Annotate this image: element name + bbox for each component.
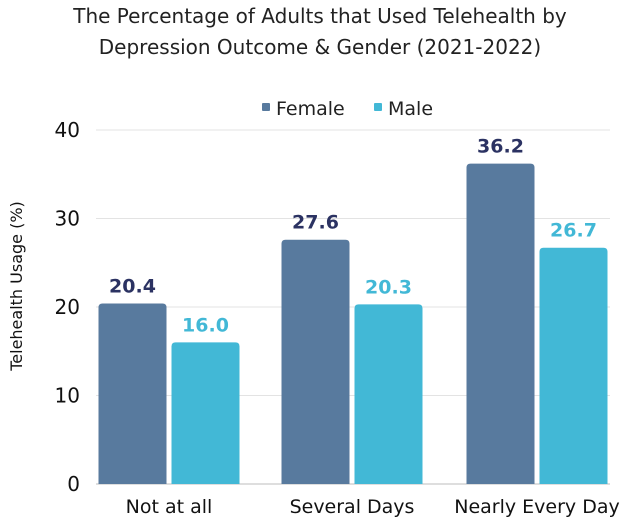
legend-label-male: Male <box>388 98 433 120</box>
legend: Female Male <box>262 98 433 120</box>
x-category-label: Not at all <box>126 496 213 518</box>
bar-male-2 <box>354 304 423 484</box>
legend-swatch-female <box>262 103 270 111</box>
data-label-male-2: 20.3 <box>365 276 412 298</box>
data-labels: 20.4 16.0 27.6 20.3 36.2 26.7 <box>109 136 597 337</box>
data-label-male-3: 26.7 <box>550 220 597 242</box>
legend-label-female: Female <box>276 98 345 120</box>
data-label-female-2: 27.6 <box>292 212 339 234</box>
chart-title-line-2: Depression Outcome & Gender (2021-2022) <box>99 35 541 59</box>
x-axis-categories: Not at all Several Days Nearly Every Day <box>126 496 620 518</box>
data-label-male-1: 16.0 <box>182 314 229 336</box>
bar-female-3 <box>466 163 535 484</box>
bar-male-1 <box>171 342 240 484</box>
y-tick-label: 10 <box>55 384 80 408</box>
bar-female-1 <box>98 303 167 484</box>
chart-title: The Percentage of Adults that Used Teleh… <box>72 4 567 59</box>
y-tick-label: 20 <box>55 295 80 319</box>
data-label-female-1: 20.4 <box>109 275 156 297</box>
bar-male-3 <box>539 247 608 484</box>
y-tick-label: 0 <box>67 472 80 496</box>
y-axis-ticks: 0 10 20 30 40 <box>55 118 80 496</box>
x-category-label: Nearly Every Day <box>454 496 619 518</box>
chart-title-line-1: The Percentage of Adults that Used Teleh… <box>72 4 567 28</box>
legend-swatch-male <box>374 103 382 111</box>
bar-female-2 <box>281 239 350 484</box>
y-axis-label: Telehealth Usage (%) <box>7 201 26 372</box>
bars <box>98 163 608 484</box>
y-tick-label: 30 <box>55 207 80 231</box>
y-tick-label: 40 <box>55 118 80 142</box>
data-label-female-3: 36.2 <box>477 136 524 158</box>
x-category-label: Several Days <box>290 496 415 518</box>
